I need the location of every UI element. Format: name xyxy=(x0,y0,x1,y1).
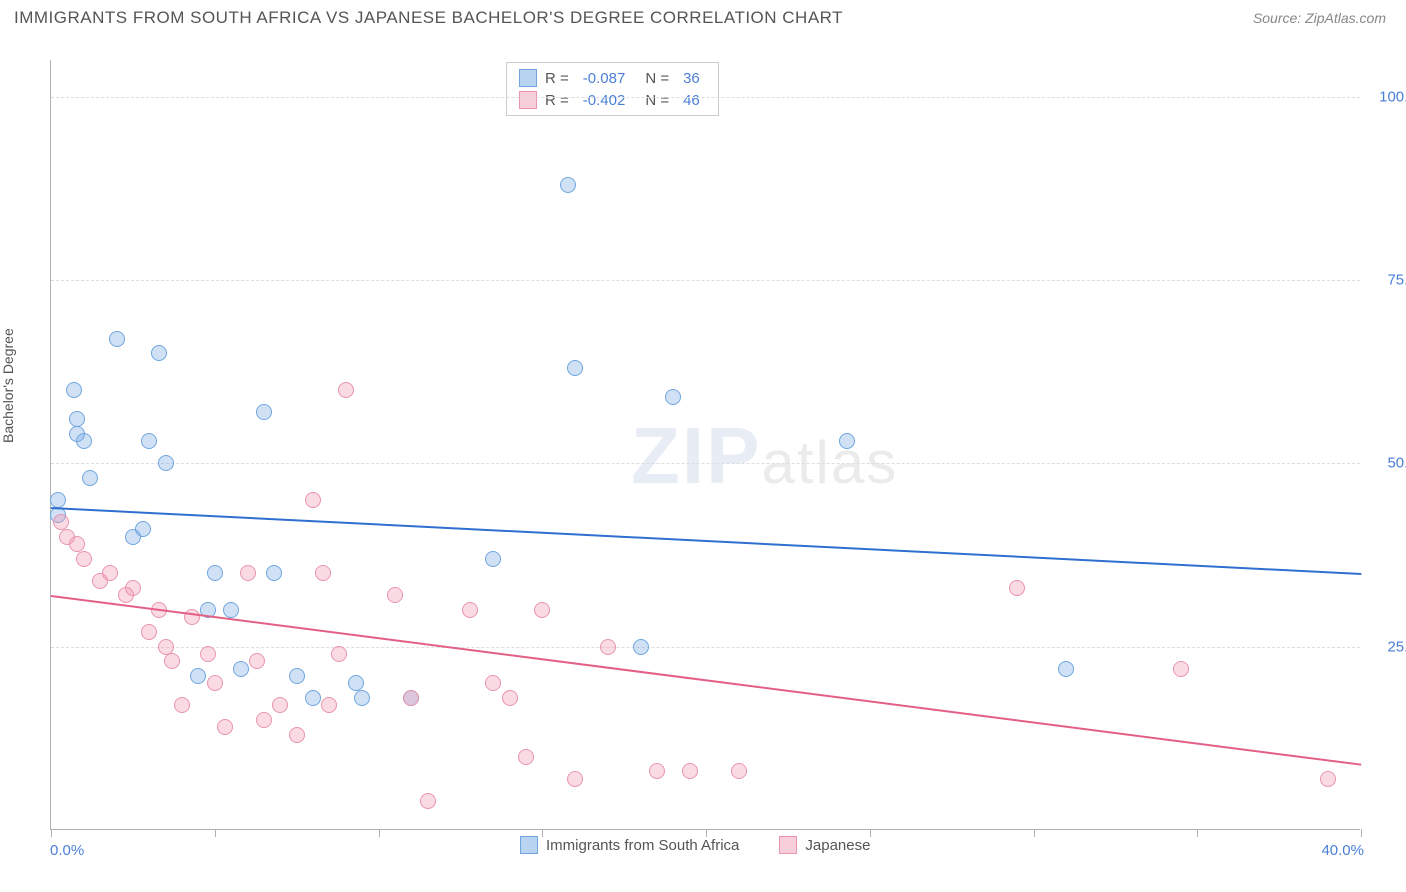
legend-item-series-1: Immigrants from South Africa xyxy=(520,836,739,854)
grid-line xyxy=(51,97,1360,98)
data-point xyxy=(240,565,256,581)
data-point xyxy=(69,411,85,427)
data-point xyxy=(305,690,321,706)
data-point xyxy=(233,661,249,677)
x-tick xyxy=(215,829,216,837)
x-axis-min-label: 0.0% xyxy=(50,842,84,859)
x-tick xyxy=(379,829,380,837)
data-point xyxy=(420,793,436,809)
data-point xyxy=(256,712,272,728)
data-point xyxy=(125,580,141,596)
chart-plot-area: ZIPatlas R = -0.087 N = 36 R = -0.402 N … xyxy=(50,60,1360,830)
data-point xyxy=(66,382,82,398)
data-point xyxy=(207,675,223,691)
x-tick xyxy=(1197,829,1198,837)
data-point xyxy=(731,763,747,779)
grid-line xyxy=(51,463,1360,464)
data-point xyxy=(82,470,98,486)
data-point xyxy=(217,719,233,735)
data-point xyxy=(518,749,534,765)
data-point xyxy=(109,331,125,347)
data-point xyxy=(76,551,92,567)
data-point xyxy=(141,624,157,640)
data-point xyxy=(462,602,478,618)
data-point xyxy=(249,653,265,669)
y-tick-label: 25.0% xyxy=(1387,638,1406,655)
y-tick-label: 100.0% xyxy=(1379,88,1406,105)
data-point xyxy=(338,382,354,398)
data-point xyxy=(1173,661,1189,677)
data-point xyxy=(560,177,576,193)
data-point xyxy=(354,690,370,706)
legend-item-series-2: Japanese xyxy=(779,836,870,854)
data-point xyxy=(223,602,239,618)
swatch-series-2-bottom xyxy=(779,836,797,854)
data-point xyxy=(158,639,174,655)
data-point xyxy=(69,536,85,552)
data-point xyxy=(200,646,216,662)
data-point xyxy=(567,360,583,376)
data-point xyxy=(151,345,167,361)
x-tick xyxy=(1034,829,1035,837)
swatch-series-2 xyxy=(519,91,537,109)
grid-line xyxy=(51,647,1360,648)
x-axis-max-label: 40.0% xyxy=(1321,842,1364,859)
y-tick-label: 50.0% xyxy=(1387,455,1406,472)
data-point xyxy=(321,697,337,713)
data-point xyxy=(135,521,151,537)
data-point xyxy=(600,639,616,655)
data-point xyxy=(649,763,665,779)
swatch-series-1 xyxy=(519,69,537,87)
chart-source: Source: ZipAtlas.com xyxy=(1253,10,1386,26)
data-point xyxy=(387,587,403,603)
data-point xyxy=(633,639,649,655)
data-point xyxy=(190,668,206,684)
y-tick-label: 75.0% xyxy=(1387,272,1406,289)
data-point xyxy=(50,492,66,508)
data-point xyxy=(102,565,118,581)
trend-line xyxy=(51,595,1361,766)
x-tick xyxy=(51,829,52,837)
data-point xyxy=(839,433,855,449)
data-point xyxy=(534,602,550,618)
data-point xyxy=(1009,580,1025,596)
y-axis-title: Bachelor's Degree xyxy=(0,328,16,443)
chart-title: IMMIGRANTS FROM SOUTH AFRICA VS JAPANESE… xyxy=(14,8,843,28)
chart-header: IMMIGRANTS FROM SOUTH AFRICA VS JAPANESE… xyxy=(0,0,1406,32)
x-tick xyxy=(1361,829,1362,837)
data-point xyxy=(305,492,321,508)
legend-row-series-1: R = -0.087 N = 36 xyxy=(519,67,706,89)
data-point xyxy=(174,697,190,713)
data-point xyxy=(76,433,92,449)
data-point xyxy=(289,727,305,743)
legend-stats: R = -0.087 N = 36 R = -0.402 N = 46 xyxy=(506,62,719,116)
data-point xyxy=(164,653,180,669)
data-point xyxy=(331,646,347,662)
data-point xyxy=(682,763,698,779)
data-point xyxy=(315,565,331,581)
data-point xyxy=(266,565,282,581)
data-point xyxy=(403,690,419,706)
data-point xyxy=(485,675,501,691)
legend-row-series-2: R = -0.402 N = 46 xyxy=(519,89,706,111)
data-point xyxy=(158,455,174,471)
data-point xyxy=(53,514,69,530)
data-point xyxy=(665,389,681,405)
data-point xyxy=(1320,771,1336,787)
data-point xyxy=(272,697,288,713)
data-point xyxy=(207,565,223,581)
data-point xyxy=(1058,661,1074,677)
data-point xyxy=(502,690,518,706)
data-point xyxy=(141,433,157,449)
data-point xyxy=(567,771,583,787)
grid-line xyxy=(51,280,1360,281)
swatch-series-1-bottom xyxy=(520,836,538,854)
legend-series: Immigrants from South Africa Japanese xyxy=(520,836,870,854)
watermark: ZIPatlas xyxy=(631,410,898,502)
data-point xyxy=(256,404,272,420)
data-point xyxy=(348,675,364,691)
data-point xyxy=(485,551,501,567)
data-point xyxy=(289,668,305,684)
